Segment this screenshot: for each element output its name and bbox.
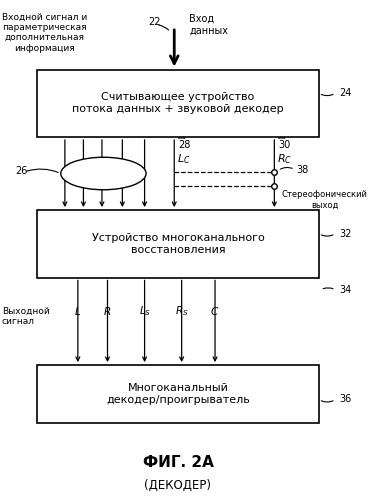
Text: 22: 22	[148, 17, 161, 27]
Bar	[37, 210, 319, 278]
Text: 36: 36	[339, 394, 352, 404]
Text: Стереофонический
выход: Стереофонический выход	[282, 190, 368, 210]
Bar	[37, 365, 319, 422]
Text: Многоканальный
декодер/проигрыватель: Многоканальный декодер/проигрыватель	[106, 383, 250, 404]
Text: $L_C$: $L_C$	[177, 152, 191, 166]
Text: $L_{S}$: $L_{S}$	[139, 304, 151, 318]
Text: $R_{S}$: $R_{S}$	[175, 304, 188, 318]
Text: Выходной
сигнал: Выходной сигнал	[2, 306, 50, 326]
Text: 30: 30	[278, 140, 290, 149]
Text: $C$: $C$	[211, 305, 219, 317]
Text: Вход
данных: Вход данных	[189, 14, 228, 36]
Text: (ДЕКОДЕР): (ДЕКОДЕР)	[144, 478, 211, 492]
Text: 38: 38	[296, 164, 309, 174]
Ellipse shape	[61, 157, 146, 190]
Text: 26: 26	[15, 166, 27, 176]
Text: $R$: $R$	[104, 305, 112, 317]
Text: $L$: $L$	[74, 305, 82, 317]
Text: Считывающее устройство
потока данных + звуковой декодер: Считывающее устройство потока данных + з…	[72, 92, 284, 114]
Text: 34: 34	[339, 285, 352, 295]
Text: $R_C$: $R_C$	[277, 152, 293, 166]
Text: 24: 24	[339, 88, 352, 98]
Text: 32: 32	[339, 228, 352, 238]
Text: Устройство многоканального
восстановления: Устройство многоканального восстановлени…	[92, 233, 264, 254]
Bar	[37, 70, 319, 137]
Text: 28: 28	[178, 140, 190, 149]
Text: ФИГ. 2A: ФИГ. 2A	[142, 455, 213, 470]
Text: Входной сигнал и
параметрическая
дополнительная
информация: Входной сигнал и параметрическая дополни…	[2, 12, 87, 52]
